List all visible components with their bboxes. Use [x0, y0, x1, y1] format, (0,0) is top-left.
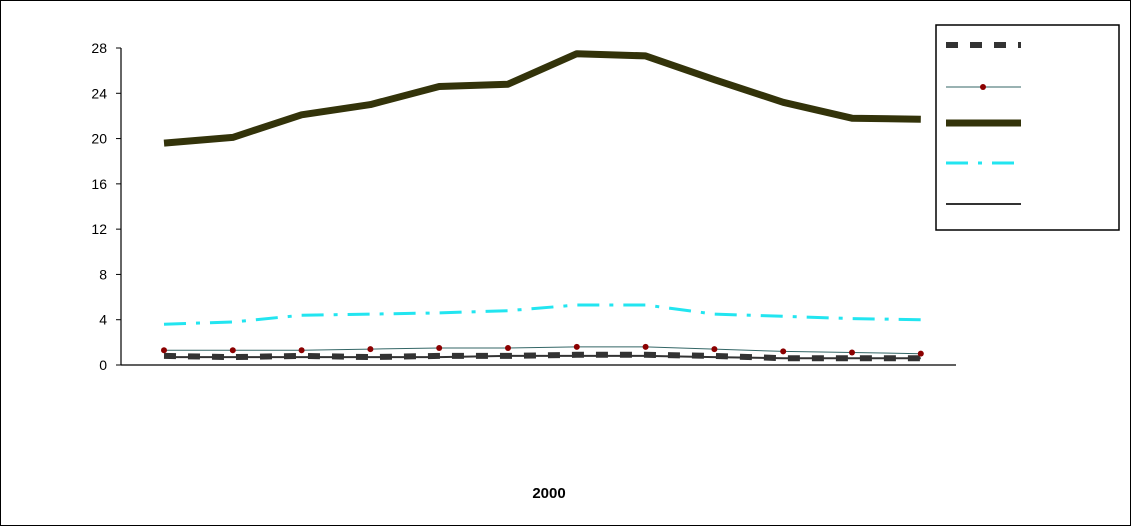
series-4-line — [163, 303, 921, 326]
series-2-point — [505, 345, 511, 352]
series-2-point — [642, 343, 649, 350]
series-2-line — [164, 346, 921, 355]
axes — [116, 47, 956, 366]
series-layer — [161, 50, 924, 362]
y-tick-label: 28 — [91, 40, 107, 56]
legend — [935, 24, 1120, 231]
series-2-point — [849, 349, 855, 356]
y-tick-label: 20 — [91, 131, 107, 147]
y-tick-label: 12 — [91, 221, 107, 237]
series-5-line — [164, 354, 921, 360]
series-2-point — [917, 350, 924, 357]
y-tick-label: 16 — [91, 176, 107, 192]
series-2-point — [229, 347, 236, 354]
y-tick-label: 0 — [99, 357, 107, 373]
series-3-line — [163, 50, 921, 147]
y-tick-label: 8 — [99, 266, 107, 282]
series-4 — [163, 303, 921, 326]
series-2-point — [780, 348, 787, 355]
y-tick-labels: 0 4 8 12 16 20 24 28 — [91, 40, 107, 373]
series-2-point — [436, 345, 443, 352]
series-2 — [161, 343, 924, 357]
x-axis-label: 2000 — [532, 485, 565, 502]
series-3 — [163, 50, 921, 147]
series-5 — [164, 354, 921, 360]
series-2-point — [367, 346, 374, 353]
series-2-point — [298, 347, 305, 354]
series-2-point — [711, 346, 718, 353]
y-tick-label: 24 — [91, 85, 107, 101]
legend-marker-2 — [980, 84, 986, 90]
legend-box — [935, 24, 1120, 231]
series-2-point — [161, 347, 167, 354]
y-tick-label: 4 — [99, 312, 107, 328]
series-2-point — [573, 343, 580, 350]
